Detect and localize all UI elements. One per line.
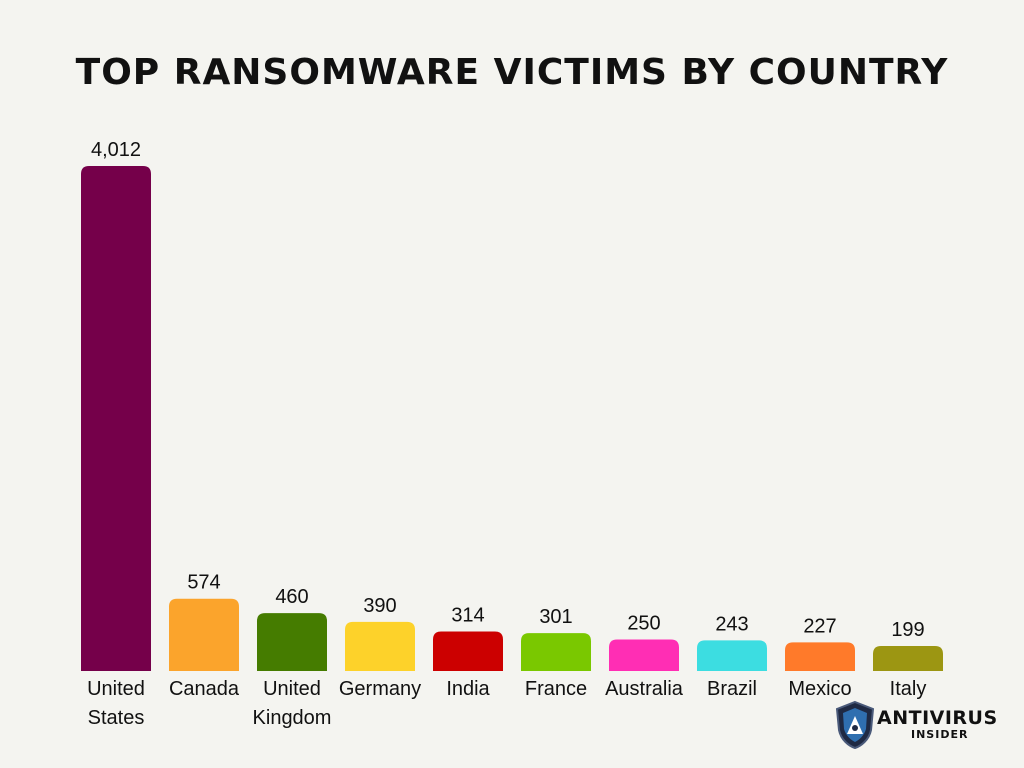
shield-icon bbox=[835, 700, 875, 750]
category-label: Canada bbox=[169, 678, 240, 700]
category-label: Brazil bbox=[707, 678, 757, 700]
bar bbox=[345, 621, 415, 671]
category-label: United bbox=[263, 678, 321, 700]
bar bbox=[785, 642, 855, 671]
data-label: 390 bbox=[363, 595, 396, 617]
chart-title: TOP RANSOMWARE VICTIMS BY COUNTRY bbox=[75, 52, 949, 93]
data-label: 301 bbox=[539, 606, 572, 628]
data-label: 314 bbox=[451, 604, 484, 626]
antivirus-insider-logo: ANTIVIRUS INSIDER bbox=[833, 700, 997, 750]
data-label: 243 bbox=[715, 613, 748, 635]
bar bbox=[433, 631, 503, 671]
category-label: Germany bbox=[339, 678, 421, 700]
category-label: Australia bbox=[605, 678, 684, 700]
data-label: 4,012 bbox=[91, 139, 141, 161]
logo-word: ANTIVIRUS bbox=[877, 707, 998, 729]
bar bbox=[521, 633, 591, 671]
data-label: 199 bbox=[891, 619, 924, 641]
category-label: India bbox=[446, 678, 490, 700]
data-label: 250 bbox=[627, 613, 660, 635]
logo-subtitle: INSIDER bbox=[911, 728, 969, 741]
category-label: United bbox=[87, 678, 145, 700]
data-label: 460 bbox=[275, 586, 308, 608]
data-label: 574 bbox=[187, 572, 220, 594]
category-label: States bbox=[88, 707, 145, 729]
bar bbox=[873, 645, 943, 671]
bar bbox=[81, 166, 151, 671]
bar bbox=[257, 613, 327, 671]
category-label: France bbox=[525, 678, 587, 700]
category-label: Kingdom bbox=[253, 707, 332, 729]
data-label: 227 bbox=[803, 615, 836, 637]
bar bbox=[609, 639, 679, 671]
category-label: Italy bbox=[890, 678, 927, 700]
logo-text: ANTIVIRUS INSIDER bbox=[877, 707, 998, 741]
bar bbox=[697, 640, 767, 671]
bar bbox=[169, 598, 239, 671]
category-label: Mexico bbox=[788, 678, 851, 700]
